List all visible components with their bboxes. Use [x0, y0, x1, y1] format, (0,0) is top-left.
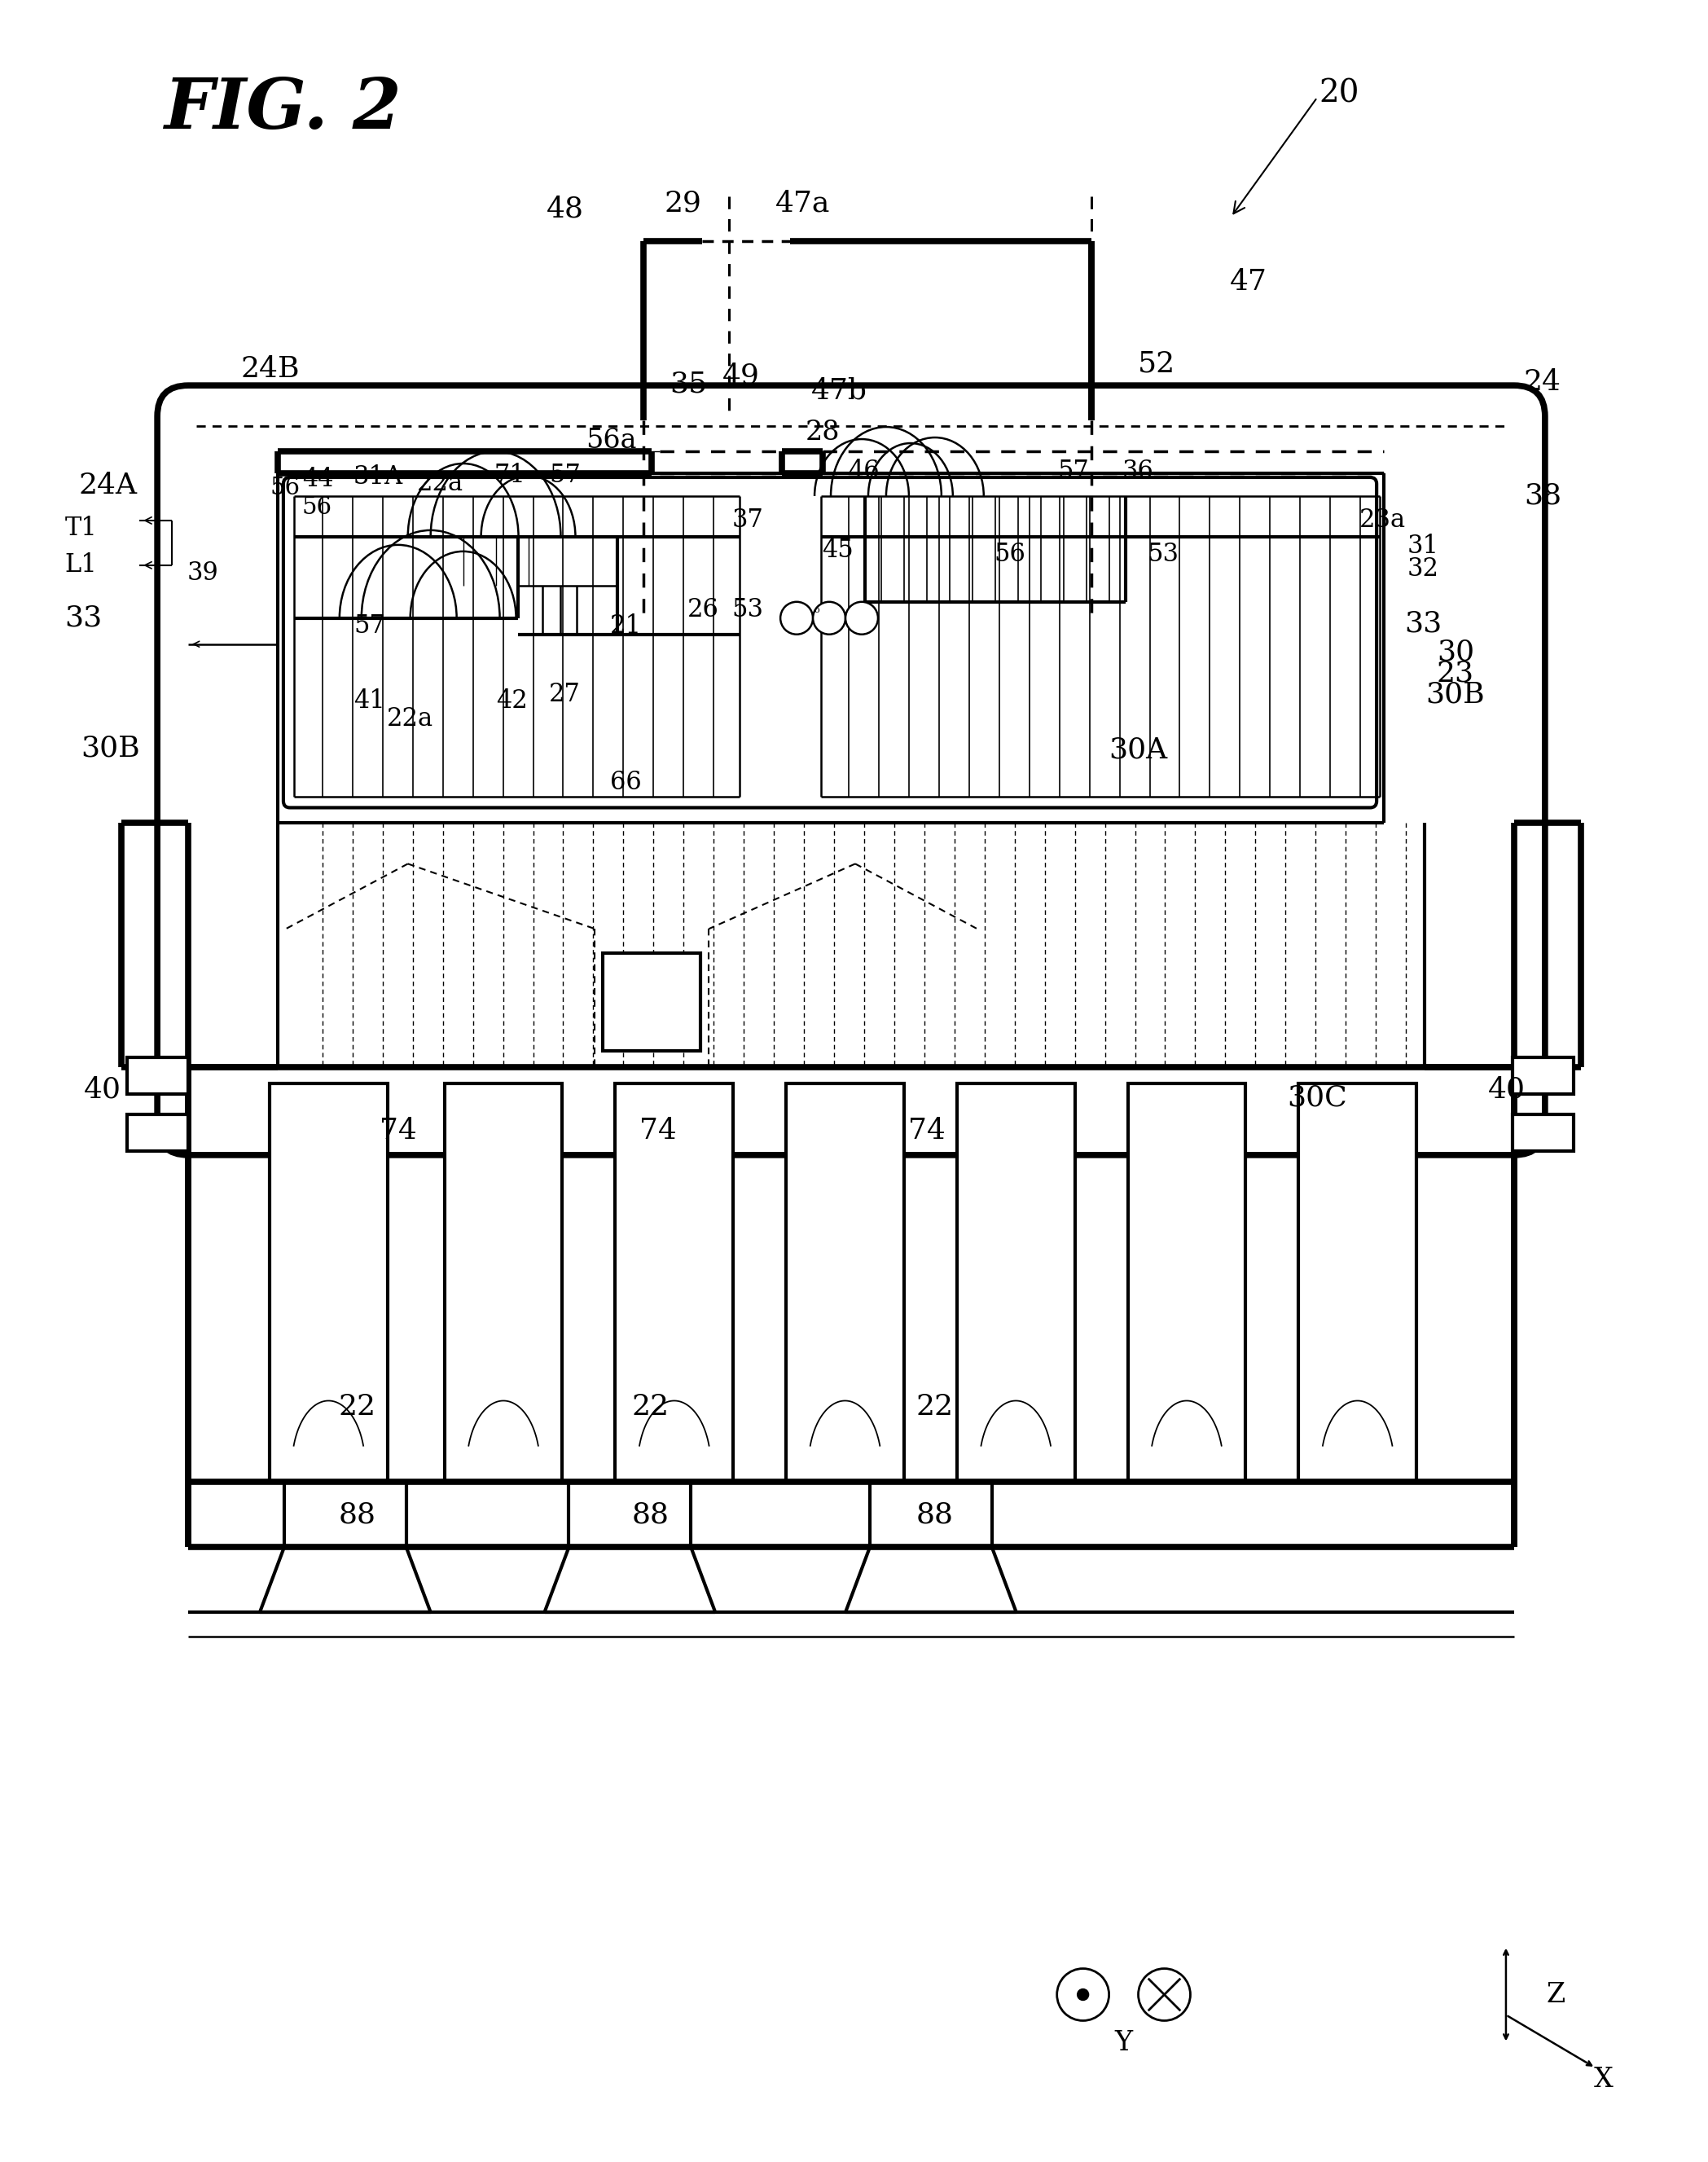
Text: 30B: 30B: [1426, 681, 1486, 709]
Text: 47: 47: [1230, 268, 1267, 296]
Text: 24A: 24A: [79, 471, 137, 499]
Bar: [1127, 1083, 1245, 1483]
Text: 22: 22: [338, 1392, 376, 1420]
Text: 24B: 24B: [241, 355, 301, 383]
Text: 33: 33: [65, 603, 102, 631]
Circle shape: [1078, 1989, 1088, 2000]
Circle shape: [813, 601, 845, 633]
Text: 33: 33: [1404, 610, 1442, 638]
Text: 88: 88: [338, 1500, 376, 1529]
Text: 88: 88: [915, 1500, 953, 1529]
Text: 21: 21: [610, 614, 642, 638]
Bar: [786, 1083, 904, 1483]
Circle shape: [845, 601, 878, 633]
Circle shape: [1057, 1970, 1108, 2021]
Text: 56: 56: [994, 543, 1025, 566]
Text: 40: 40: [1488, 1077, 1525, 1105]
Text: 31A: 31A: [354, 465, 403, 491]
Bar: [270, 1083, 388, 1483]
Text: 30A: 30A: [1108, 735, 1168, 763]
Text: 22: 22: [915, 1392, 953, 1420]
Text: L1: L1: [65, 553, 97, 577]
Bar: [444, 1083, 562, 1483]
Text: o: o: [815, 605, 820, 614]
Text: 23: 23: [1436, 659, 1474, 688]
Text: 41: 41: [354, 688, 386, 713]
Text: 56: 56: [270, 476, 301, 499]
Text: X: X: [1594, 2067, 1614, 2093]
Text: 47a: 47a: [775, 190, 830, 216]
Text: T1: T1: [65, 517, 97, 540]
Text: 26: 26: [687, 597, 719, 623]
Text: 37: 37: [733, 508, 763, 534]
Text: 22: 22: [632, 1392, 670, 1420]
Text: 27: 27: [548, 681, 581, 707]
Text: 52: 52: [1138, 350, 1175, 378]
Text: 30C: 30C: [1288, 1083, 1348, 1111]
Text: 57: 57: [354, 614, 386, 638]
Bar: [615, 1083, 733, 1483]
Text: 47b: 47b: [811, 376, 868, 404]
Bar: [126, 1057, 188, 1094]
Bar: [1298, 1083, 1416, 1483]
Text: 38: 38: [1524, 482, 1561, 510]
Text: 36: 36: [1122, 458, 1155, 484]
Bar: [956, 1083, 1074, 1483]
Text: 74: 74: [909, 1118, 946, 1144]
Text: 53: 53: [1146, 543, 1179, 566]
Text: 20: 20: [1319, 78, 1360, 108]
Text: 56a: 56a: [586, 428, 637, 454]
Bar: [603, 953, 700, 1051]
Text: 22a: 22a: [417, 471, 463, 497]
FancyBboxPatch shape: [284, 478, 1377, 809]
Text: 23a: 23a: [1360, 508, 1406, 534]
Text: 45: 45: [822, 538, 852, 562]
Text: 48: 48: [547, 195, 584, 223]
Text: 74: 74: [640, 1118, 676, 1144]
Circle shape: [1138, 1970, 1190, 2021]
Text: Y: Y: [1115, 2030, 1132, 2056]
Text: 40: 40: [84, 1077, 121, 1105]
Text: 57: 57: [548, 463, 581, 489]
Text: 30: 30: [1436, 638, 1474, 666]
Text: 74: 74: [379, 1118, 417, 1144]
Text: 24: 24: [1524, 368, 1561, 396]
Text: 49: 49: [722, 361, 760, 389]
Text: 57: 57: [1057, 458, 1090, 484]
Circle shape: [781, 601, 813, 633]
Text: 22a: 22a: [388, 707, 434, 731]
Text: 88: 88: [632, 1500, 670, 1529]
Text: 42: 42: [497, 688, 528, 713]
Text: 53: 53: [733, 597, 763, 623]
Text: 56: 56: [302, 495, 331, 519]
Text: 28: 28: [806, 419, 840, 445]
Text: 66: 66: [610, 770, 642, 796]
Text: 31: 31: [1407, 534, 1438, 560]
Text: 71: 71: [494, 463, 526, 489]
Text: FIG. 2: FIG. 2: [164, 76, 401, 143]
Bar: [1513, 1057, 1573, 1094]
Text: Z: Z: [1547, 1983, 1566, 2008]
FancyBboxPatch shape: [157, 385, 1546, 1155]
Text: 39: 39: [188, 560, 219, 586]
Text: 44: 44: [302, 467, 335, 493]
Text: 30B: 30B: [80, 735, 140, 763]
Text: 32: 32: [1407, 556, 1438, 582]
Text: 29: 29: [664, 190, 702, 216]
Bar: [1513, 1113, 1573, 1150]
Bar: [126, 1113, 188, 1150]
Text: 46: 46: [847, 458, 880, 484]
Text: 35: 35: [670, 370, 707, 398]
